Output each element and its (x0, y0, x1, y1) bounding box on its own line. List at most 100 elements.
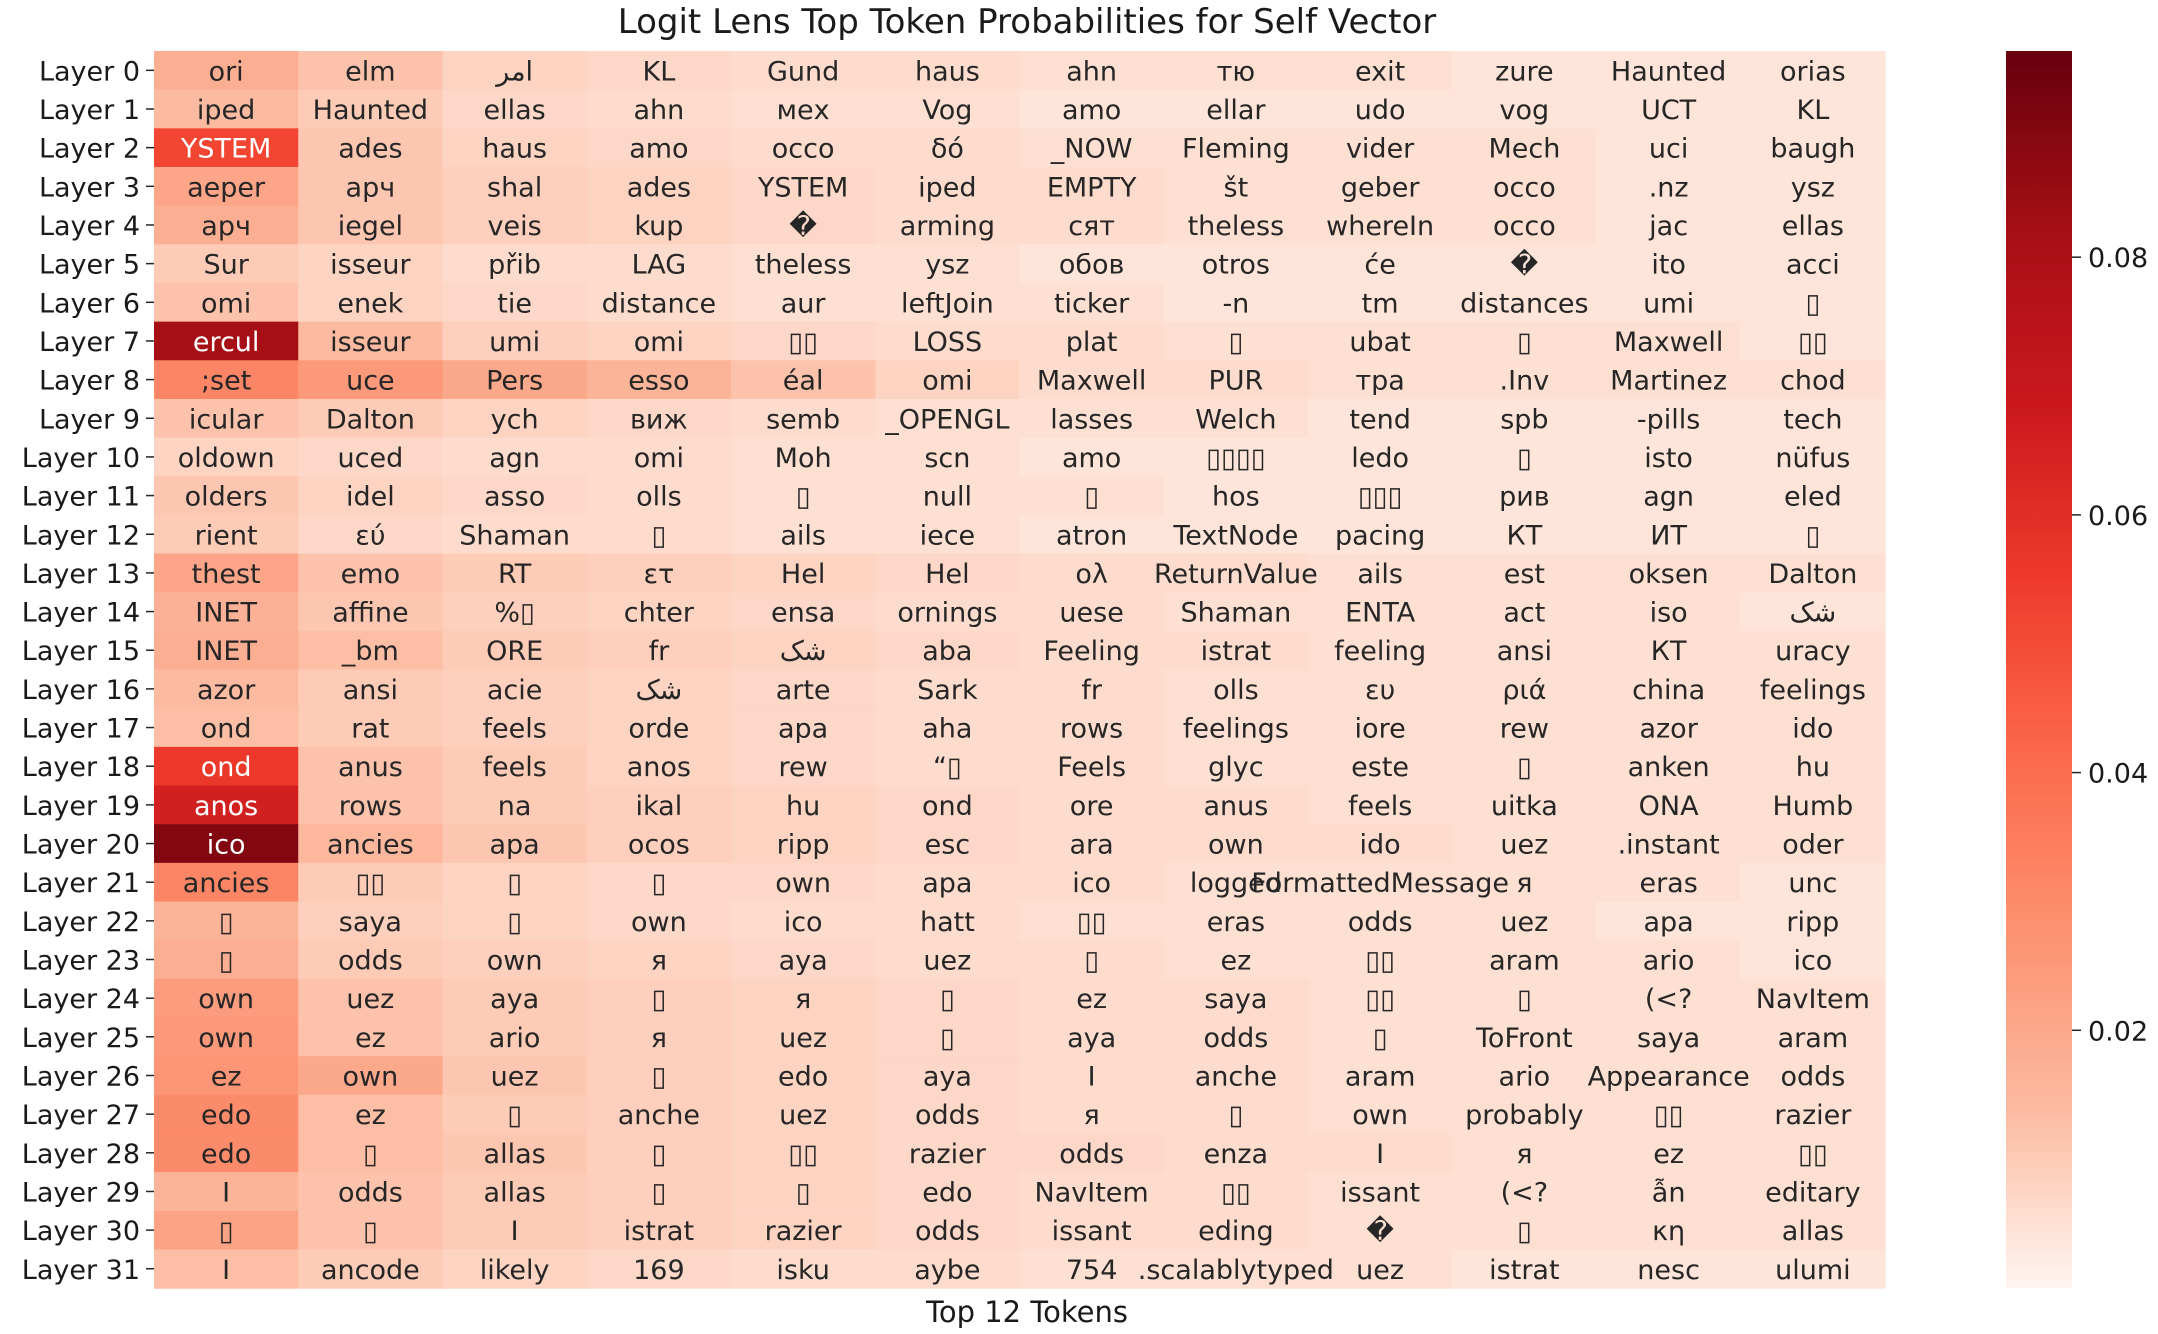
heatmap-cell (298, 321, 444, 361)
heatmap-cell (298, 166, 444, 207)
cell-token-label: ellar (1206, 95, 1266, 126)
cell-token-label: haus (915, 56, 980, 87)
heatmap-cell (1308, 669, 1453, 709)
heatmap-cell (1452, 824, 1598, 864)
cell-token-label: ori (209, 56, 244, 87)
heatmap-cell (586, 1133, 732, 1173)
heatmap-cell (1019, 514, 1165, 555)
cell-token-label: ahn (633, 95, 684, 126)
heatmap-cell (154, 89, 299, 129)
cell-token-label: ▯ (1805, 520, 1820, 551)
cell-token-label: umi (1643, 288, 1694, 319)
cell-token-label: ▯▯ (356, 868, 386, 899)
heatmap-cell (875, 824, 1021, 864)
cell-token-label: haus (482, 134, 547, 165)
cell-token-label: ych (491, 404, 539, 435)
y-tick-label: Layer 5 (39, 250, 140, 281)
heatmap-cell (586, 669, 732, 709)
cell-token-label: (<? (1501, 1177, 1549, 1208)
heatmap-cell (1596, 282, 1742, 323)
heatmap-cell (1308, 398, 1453, 439)
heatmap-cell (1452, 1056, 1598, 1096)
cell-token-label: iore (1355, 714, 1406, 745)
heatmap-cell (1452, 166, 1598, 207)
cell-token-label: chter (624, 598, 695, 629)
heatmap-cell (1163, 128, 1309, 168)
cell-token-label: сят (1068, 211, 1115, 242)
cell-token-label: .instant (1618, 830, 1720, 861)
colorbar-tick-label: 0.02 (2088, 1016, 2148, 1047)
cell-token-label: feeling (1334, 636, 1426, 667)
heatmap-cell (1308, 592, 1453, 632)
heatmap-cell (1019, 708, 1165, 748)
y-tick-label: Layer 26 (22, 1061, 140, 1092)
heatmap-cell (1163, 746, 1309, 787)
cell-token-label: affine (332, 598, 408, 629)
cell-token-label: orde (628, 714, 689, 745)
heatmap-cell (1163, 437, 1309, 477)
cell-token-label: TextNode (1172, 520, 1298, 551)
cell-token-label: vider (1346, 134, 1415, 165)
cell-token-label: ▯ (651, 1177, 666, 1208)
heatmap-cell (1740, 128, 1886, 168)
cell-token-label: isseur (330, 327, 411, 358)
heatmap-cell (1308, 128, 1453, 168)
heatmap-cell (1740, 205, 1886, 245)
heatmap-cell (586, 746, 732, 787)
cell-token-label: Shaman (1180, 598, 1291, 629)
cell-token-label: شک (1789, 598, 1836, 629)
cell-token-label: uez (491, 1061, 539, 1092)
heatmap-cell (1019, 1056, 1165, 1096)
cell-token-label: EMPTY (1047, 172, 1137, 203)
heatmap-cell (1740, 824, 1886, 864)
heatmap-cell (1740, 166, 1886, 207)
y-tick-label: Layer 20 (22, 830, 140, 861)
heatmap-cell (1019, 282, 1165, 323)
heatmap-cell (586, 1249, 732, 1289)
heatmap-cell (875, 630, 1021, 671)
heatmap-cell (1452, 360, 1598, 400)
cell-token-label: ancies (327, 830, 414, 861)
cell-token-label: eras (1207, 907, 1265, 938)
cell-token-label: شک (780, 636, 827, 667)
heatmap-cell (875, 785, 1021, 825)
heatmap-cell (298, 205, 444, 245)
cell-token-label: oksen (1629, 559, 1709, 590)
heatmap-cell (1740, 553, 1886, 593)
heatmap-cell (731, 128, 876, 168)
heatmap-cell (1740, 746, 1886, 787)
cell-token-label: odds (1348, 907, 1413, 938)
cell-token-label: ensa (771, 598, 835, 629)
cell-token-label: ▯ (363, 1139, 378, 1170)
cell-token-label: uez (1356, 1255, 1404, 1286)
cell-token-label: شک (635, 675, 682, 706)
heatmap-cell (154, 128, 299, 168)
heatmap-cell (586, 553, 732, 593)
cell-token-label: aur (781, 288, 827, 319)
cell-token-label: distance (602, 288, 716, 319)
cell-token-label: hu (1796, 752, 1830, 783)
heatmap-cell (298, 282, 444, 323)
heatmap-cell (1163, 166, 1309, 207)
heatmap-cell (298, 940, 444, 980)
cell-token-label: odds (1203, 1023, 1268, 1054)
cell-token-label: agn (489, 443, 540, 474)
heatmap-cell (1740, 282, 1886, 323)
heatmap-cell (875, 514, 1021, 555)
heatmap-cell (875, 128, 1021, 168)
cell-token-label: ▯ (507, 868, 522, 899)
heatmap-cell (1452, 1017, 1598, 1057)
cell-token-label: eled (1784, 482, 1842, 513)
cell-token-label: će (1364, 250, 1395, 281)
heatmap-cell (731, 1210, 876, 1251)
heatmap-cell (875, 89, 1021, 129)
cell-token-label: Fleming (1182, 134, 1290, 165)
heatmap-cell (731, 824, 876, 864)
cell-token-label: ИТ (1650, 520, 1687, 551)
cell-token-label: UCT (1641, 95, 1697, 126)
cell-token-label: esc (925, 830, 971, 861)
cell-token-label: eras (1639, 868, 1697, 899)
heatmap-cell (1452, 592, 1598, 632)
cell-token-label: leftJoin (901, 288, 994, 319)
cell-token-label: apa (778, 714, 828, 745)
